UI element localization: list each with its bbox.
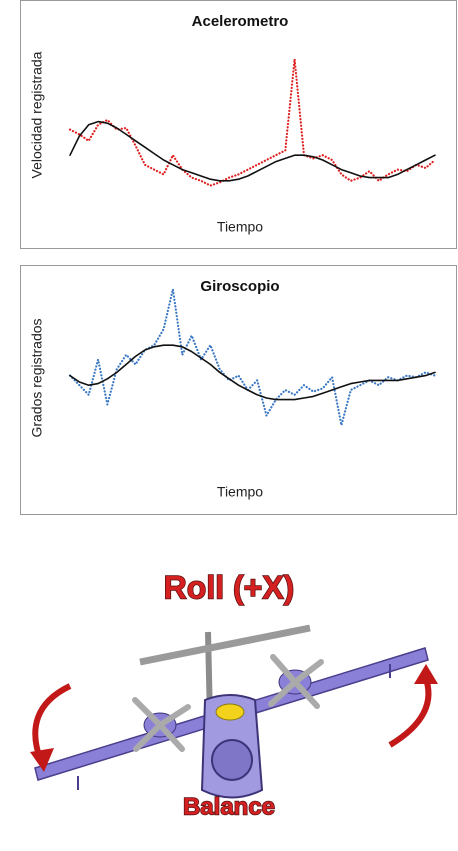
arrow-head (414, 664, 438, 684)
illustration-title: Roll (+X) (164, 569, 295, 605)
airplane (35, 628, 428, 798)
illustration-caption: Balance (183, 793, 275, 820)
page: Acelerometro Tiempo Velocidad registrada… (0, 0, 458, 846)
nose (212, 740, 252, 780)
y-axis-label: Grados registrados (29, 318, 45, 437)
y-axis-label: Velocidad registrada (29, 51, 45, 178)
x-axis-label: Tiempo (217, 219, 263, 235)
x-axis-label: Tiempo (217, 484, 263, 500)
chart-title: Acelerometro (192, 13, 289, 30)
chart-frame (21, 266, 457, 515)
rotation-arrow (390, 676, 428, 745)
figure: Acelerometro Tiempo Velocidad registrada… (0, 0, 458, 846)
cockpit (216, 704, 244, 720)
chart-title: Giroscopio (200, 278, 279, 295)
tail-plane (140, 628, 310, 662)
chart-frame (21, 1, 457, 249)
